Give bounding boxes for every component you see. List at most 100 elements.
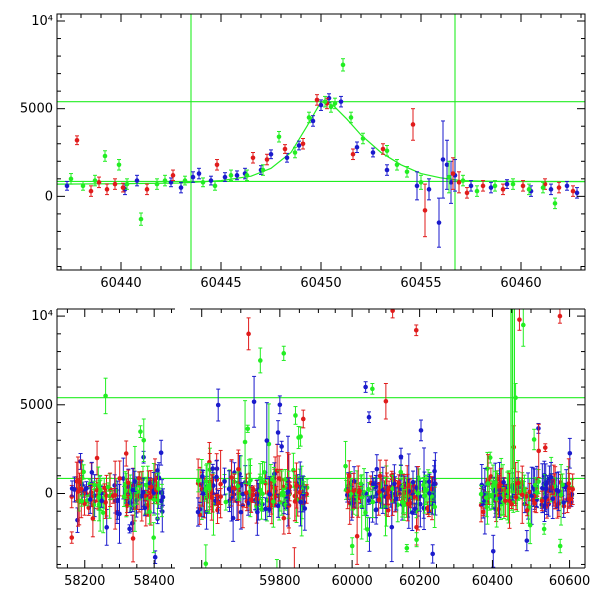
top-x-tick-label: 60445 — [200, 276, 241, 291]
blue-data-point — [497, 493, 503, 504]
blue-data-point — [275, 420, 281, 445]
red-data-point — [503, 484, 508, 517]
blue-data-point — [178, 181, 184, 194]
green-data-point — [138, 212, 144, 226]
red-data-point — [396, 474, 402, 492]
blue-data-point — [190, 171, 196, 183]
green-data-point — [532, 477, 538, 493]
green-data-point — [260, 164, 266, 176]
green-data-point — [328, 101, 334, 113]
blue-data-point — [130, 468, 136, 513]
green-data-point — [152, 495, 157, 505]
blue-data-point — [64, 180, 70, 191]
blue-data-point — [210, 463, 216, 474]
green-data-point — [365, 516, 370, 542]
bottom-plot-area — [57, 309, 585, 568]
green-data-point — [258, 481, 263, 499]
top-plot-area — [57, 14, 585, 270]
green-data-point — [276, 130, 282, 143]
green-data-point — [557, 538, 563, 554]
top-x-tick-label: 60460 — [500, 276, 541, 291]
blue-data-point — [72, 476, 77, 503]
blue-data-point — [567, 437, 573, 469]
green-data-point — [558, 464, 564, 526]
red-data-point — [214, 159, 220, 171]
green-data-point — [151, 522, 156, 554]
red-data-point — [78, 459, 84, 519]
red-data-point — [536, 423, 542, 479]
blue-data-point — [561, 487, 566, 518]
green-data-point — [370, 383, 375, 395]
red-data-point — [532, 494, 537, 513]
red-data-point — [496, 475, 502, 497]
green-data-point — [485, 467, 491, 500]
green-data-point — [195, 469, 201, 493]
bottom-x-tick-label: 58400 — [133, 574, 174, 589]
blue-data-point — [214, 460, 219, 494]
green-data-point — [487, 451, 493, 464]
red-data-point — [405, 486, 411, 522]
green-data-point — [348, 111, 354, 124]
blue-data-point — [338, 95, 344, 108]
blue-data-point — [302, 486, 308, 531]
blue-data-point — [296, 140, 302, 151]
blue-data-point — [427, 473, 432, 514]
bottom-y-tick-label: 5000 — [20, 398, 53, 413]
red-data-point — [250, 152, 256, 164]
blue-data-point — [370, 147, 376, 158]
green-data-point — [398, 464, 404, 480]
green-data-point — [493, 470, 498, 495]
green-data-point — [116, 159, 122, 171]
green-data-point — [68, 173, 74, 185]
green-data-point — [92, 480, 97, 490]
blue-data-point — [426, 178, 432, 201]
blue-data-point — [436, 197, 442, 248]
green-data-point — [103, 377, 108, 415]
blue-data-point — [200, 469, 205, 484]
blue-data-point — [121, 457, 126, 500]
green-data-point — [141, 418, 147, 463]
blue-data-point — [366, 411, 372, 424]
blue-data-point — [158, 439, 164, 466]
red-data-point — [556, 181, 562, 194]
red-data-point — [110, 487, 116, 504]
green-data-point — [520, 309, 526, 347]
top-y-tick-label: 0 — [45, 189, 53, 204]
blue-data-point — [431, 465, 437, 503]
blue-data-point — [87, 485, 93, 514]
green-data-point — [244, 169, 250, 182]
blue-data-point — [363, 381, 368, 393]
green-data-point — [147, 499, 152, 525]
green-data-point — [478, 484, 484, 504]
top-axis-frame — [56, 13, 586, 271]
green-data-point — [404, 166, 410, 178]
blue-data-point — [367, 517, 372, 552]
green-data-point — [415, 475, 421, 511]
blue-data-point — [488, 181, 494, 194]
blue-data-point — [444, 139, 450, 190]
green-data-point — [279, 470, 285, 516]
blue-data-point — [279, 440, 284, 453]
red-data-point — [104, 183, 110, 196]
green-data-point — [92, 174, 98, 187]
green-data-point — [490, 464, 496, 508]
blue-data-point — [389, 492, 395, 563]
green-data-point — [271, 475, 276, 528]
blue-data-point — [268, 149, 274, 160]
red-data-point — [410, 108, 416, 141]
bottom-y-tick-label: 0 — [45, 486, 53, 501]
red-data-point — [209, 474, 215, 521]
blue-data-point — [89, 461, 95, 483]
blue-data-point — [196, 167, 202, 180]
red-data-point — [282, 144, 288, 154]
blue-data-point — [384, 164, 390, 176]
red-data-point — [246, 317, 251, 351]
red-data-point — [390, 309, 395, 319]
blue-data-point — [468, 180, 474, 192]
bottom-x-tick-label: 60400 — [472, 574, 513, 589]
green-data-point — [228, 169, 234, 182]
blue-data-point — [548, 461, 554, 493]
blue-data-point — [497, 461, 502, 519]
red-data-point — [570, 185, 576, 197]
